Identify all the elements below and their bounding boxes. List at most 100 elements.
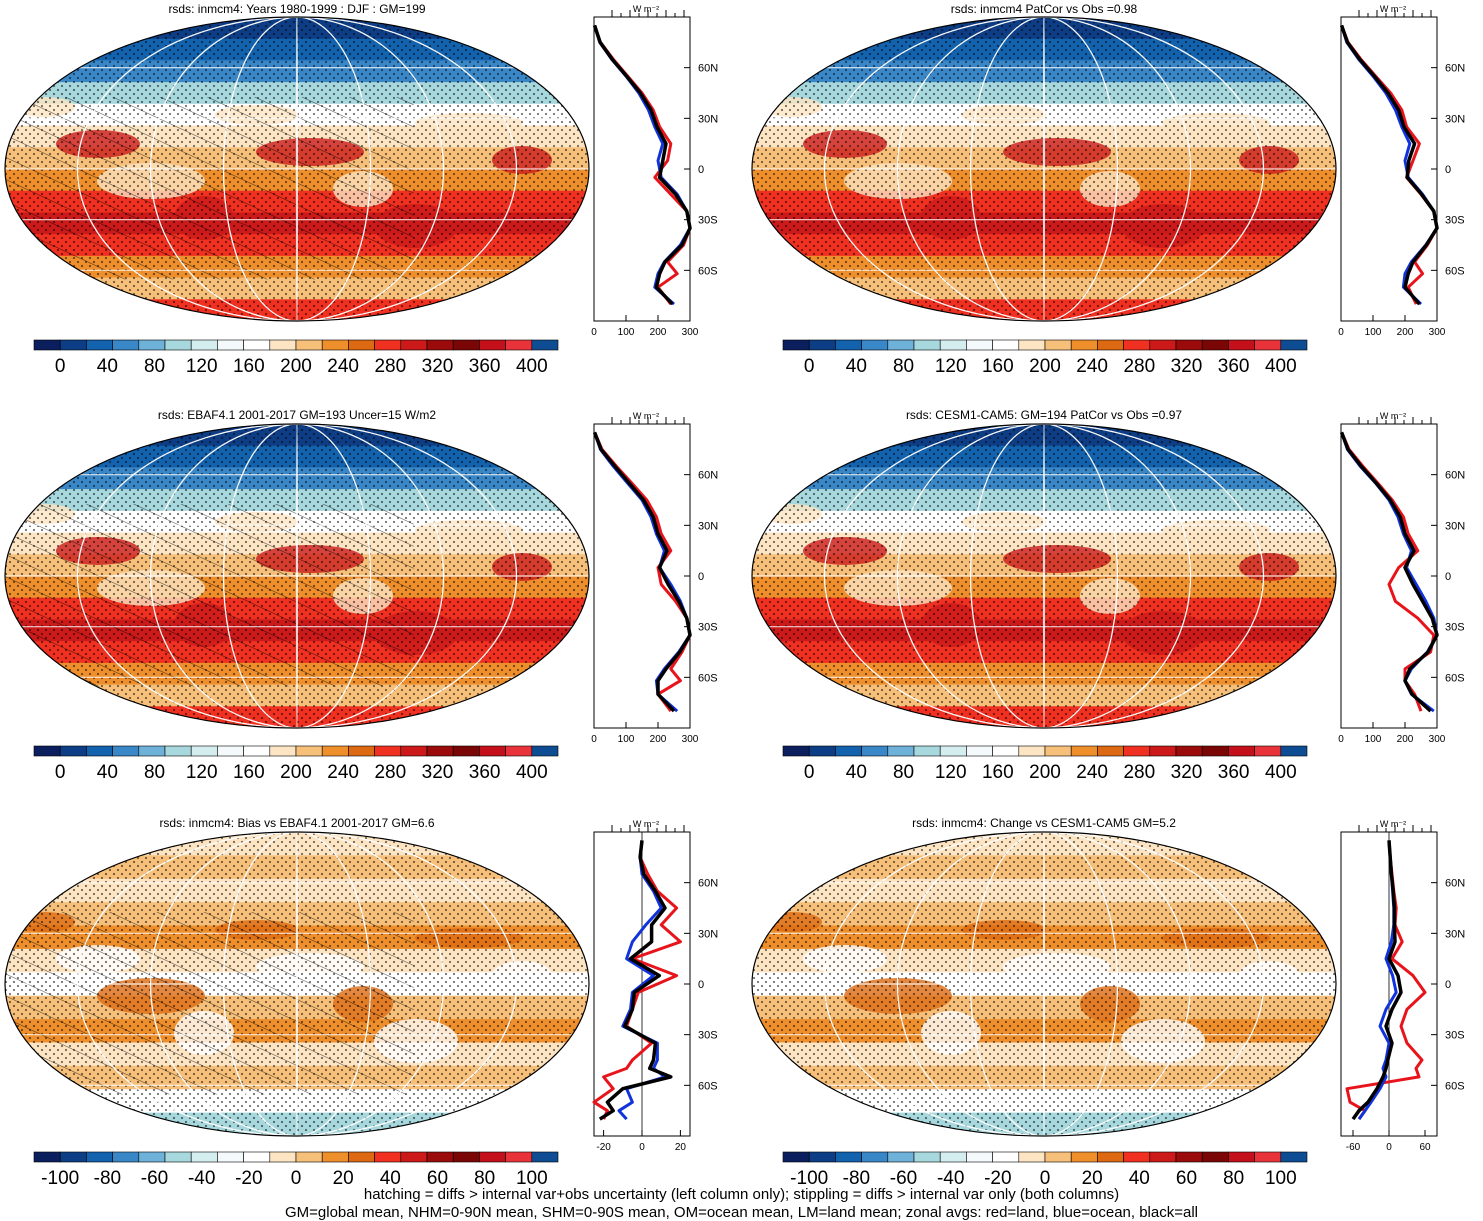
lat-tick-label: 30N <box>698 113 718 125</box>
map <box>752 17 1336 321</box>
lat-tick-label: 60S <box>698 672 718 684</box>
colorbar-label: 80 <box>893 762 914 783</box>
graticule-lon <box>222 424 372 728</box>
colorbar-swatch <box>939 1151 967 1163</box>
colorbar-swatch <box>782 745 810 757</box>
graticule-lon <box>76 424 518 728</box>
colorbar-swatch <box>808 339 836 351</box>
colorbar-label: 0 <box>55 356 66 377</box>
colorbar: 0 40 80 120 160 200 240 280 320 360 400 <box>782 745 1308 783</box>
colorbar-label: 40 <box>97 356 118 377</box>
graticule-lon <box>149 17 445 321</box>
land-curve <box>1340 24 1439 305</box>
colorbar-swatch <box>452 339 480 351</box>
colorbar-swatch <box>887 339 915 351</box>
unit-label: W m⁻² <box>1380 819 1406 829</box>
colorbar-swatch <box>1123 1151 1151 1163</box>
graticule-lon <box>222 17 372 321</box>
colorbar-swatch <box>33 1151 61 1163</box>
lat-tick-label: 60N <box>1445 470 1465 482</box>
colorbar-label: 360 <box>469 356 501 377</box>
colorbar-swatch <box>782 339 810 351</box>
graticule-lon <box>149 832 445 1136</box>
colorbar-label: 400 <box>516 356 548 377</box>
colorbar-label: 20 <box>333 1168 354 1189</box>
colorbar-swatch <box>479 745 506 757</box>
graticule-lon <box>896 17 1192 321</box>
zonal-panel: W m⁻² 0 100 200 300 60N 30N 0 30S 60S <box>1338 411 1465 745</box>
map-border <box>4 423 590 729</box>
x-tick-label: 200 <box>1397 734 1414 745</box>
colorbar-swatch <box>269 339 297 351</box>
graticule-lon <box>149 424 445 728</box>
colorbar-swatch <box>348 339 375 351</box>
lat-tick-label: 30S <box>1445 622 1465 634</box>
panel-title: rsds: inmcm4: Change vs CESM1-CAM5 GM=5.… <box>912 816 1176 830</box>
lat-tick-label: 60N <box>1445 878 1465 890</box>
colorbar-swatch <box>112 1151 140 1163</box>
colorbar-swatch <box>164 339 192 351</box>
colorbar-swatch <box>374 1151 402 1163</box>
panel-5: rsds: inmcm4: Bias vs EBAF4.1 2001-2017 … <box>4 816 718 1189</box>
panel-3: rsds: EBAF4.1 2001-2017 GM=193 Uncer=15 … <box>4 408 718 783</box>
map <box>752 832 1336 1136</box>
lat-tick-label: 30N <box>1445 928 1465 940</box>
x-tick-label: 200 <box>650 734 667 745</box>
colorbar-swatch <box>966 745 993 757</box>
colorbar-label: 360 <box>1218 356 1250 377</box>
colorbar-swatch <box>1254 745 1282 757</box>
x-tick-label: -60 <box>1346 1142 1361 1153</box>
all-curve <box>592 24 692 306</box>
graticule-lon <box>823 424 1265 728</box>
panel-title: rsds: inmcm4: Bias vs EBAF4.1 2001-2017 … <box>159 816 434 830</box>
x-tick-label: 100 <box>618 327 635 338</box>
graticule-lon <box>295 424 299 728</box>
colorbar-label: 120 <box>935 356 967 377</box>
colorbar-label: 0 <box>291 1168 302 1189</box>
colorbar-swatch <box>1280 1151 1308 1163</box>
colorbar-swatch <box>33 339 61 351</box>
colorbar-label: 0 <box>55 762 66 783</box>
colorbar-swatch <box>295 339 323 351</box>
colorbar-swatch <box>348 745 375 757</box>
colorbar-swatch <box>1044 1151 1072 1163</box>
lat-tick-label: 0 <box>698 979 704 991</box>
x-tick-label: 0 <box>591 327 597 338</box>
colorbar-label: -60 <box>141 1168 168 1189</box>
colorbar-swatch <box>1123 339 1151 351</box>
hatching <box>5 97 414 280</box>
colorbar-label: 280 <box>1123 762 1155 783</box>
colorbar-swatch <box>426 745 454 757</box>
colorbar-swatch <box>505 745 533 757</box>
colorbar-label: 120 <box>186 356 218 377</box>
colorbar-label: 160 <box>233 356 265 377</box>
colorbar-swatch <box>138 339 166 351</box>
map <box>5 424 589 728</box>
colorbar-swatch <box>1175 339 1203 351</box>
colorbar-swatch <box>1123 745 1151 757</box>
lat-tick-label: 0 <box>698 164 704 176</box>
all-curve <box>1339 431 1439 713</box>
colorbar-label: 0 <box>804 762 815 783</box>
x-tick-label: 0 <box>1386 1142 1392 1153</box>
colorbar-label: 400 <box>1265 356 1297 377</box>
graticule-lon <box>823 832 1265 1136</box>
graticule-lon <box>295 17 299 321</box>
colorbar-swatch <box>112 745 140 757</box>
colorbar-swatch <box>321 745 349 757</box>
colorbar-swatch <box>452 745 480 757</box>
colorbar-swatch <box>1097 1151 1124 1163</box>
colorbar-label: -40 <box>937 1168 964 1189</box>
colorbar: 0 40 80 120 160 200 240 280 320 360 400 <box>782 339 1308 377</box>
colorbar-label: 40 <box>380 1168 401 1189</box>
x-tick-label: 200 <box>650 327 667 338</box>
colorbar-swatch <box>1149 339 1177 351</box>
colorbar-label: -20 <box>984 1168 1011 1189</box>
colorbar-swatch <box>1097 745 1124 757</box>
unit-label: W m⁻² <box>633 411 659 421</box>
all-curve <box>1351 840 1403 1121</box>
colorbar-label: 80 <box>144 762 165 783</box>
graticule-lon <box>1042 424 1046 728</box>
colorbar-swatch <box>86 1151 113 1163</box>
